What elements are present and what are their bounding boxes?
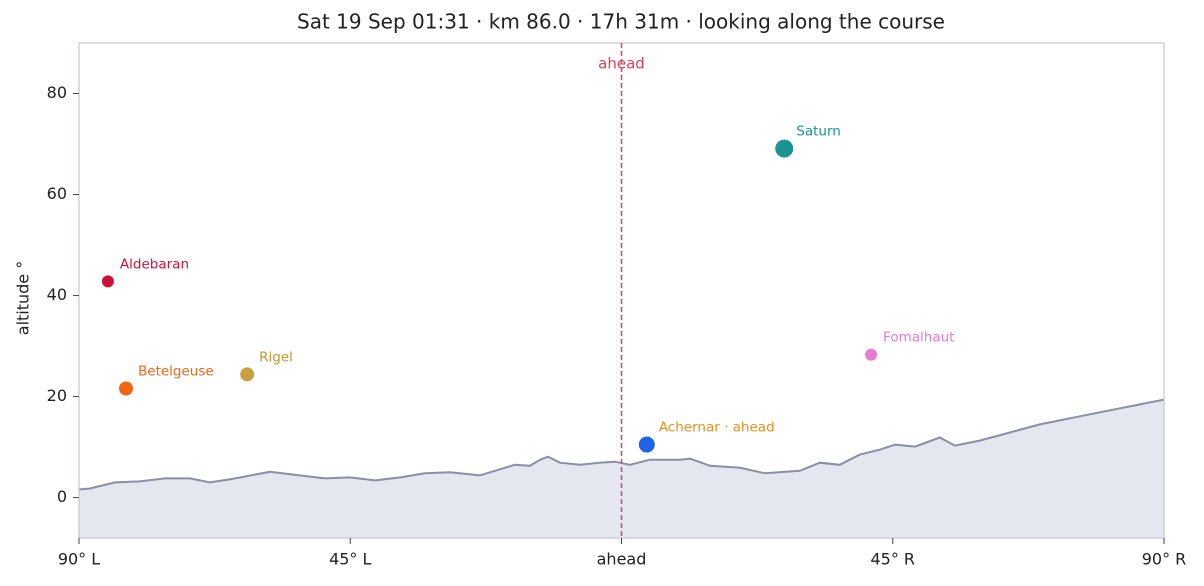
x-tick-label: 90° L (58, 550, 100, 569)
y-tick-label: 40 (47, 285, 67, 304)
star-label: Rigel (259, 349, 293, 365)
star-marker (775, 139, 794, 158)
x-tick-label: 45° L (329, 550, 371, 569)
star-label: Achernar · ahead (659, 420, 775, 436)
x-tick-label: 90° R (1142, 550, 1187, 569)
y-tick-label: 80 (47, 83, 67, 102)
y-tick-label: 60 (47, 184, 67, 203)
star-marker (638, 436, 655, 453)
x-tick-label: ahead (597, 550, 647, 569)
star-label: Saturn (796, 124, 841, 140)
horizon-line (78, 398, 1165, 491)
star-label: Fomalhaut (883, 330, 954, 346)
star-label: Betelgeuse (138, 363, 214, 379)
y-tick-label: 0 (57, 487, 67, 506)
y-tick-label: 20 (47, 386, 67, 405)
star-marker (119, 381, 134, 396)
star-label: Aldebaran (120, 256, 189, 272)
ahead-label: ahead (598, 55, 645, 73)
star-marker (865, 348, 878, 361)
star-marker (101, 275, 114, 288)
star-marker (240, 367, 255, 382)
chart-title: Sat 19 Sep 01:31 · km 86.0 · 17h 31m · l… (297, 10, 945, 34)
x-tick-label: 45° R (870, 550, 915, 569)
y-axis-label: altitude ° (14, 261, 33, 335)
